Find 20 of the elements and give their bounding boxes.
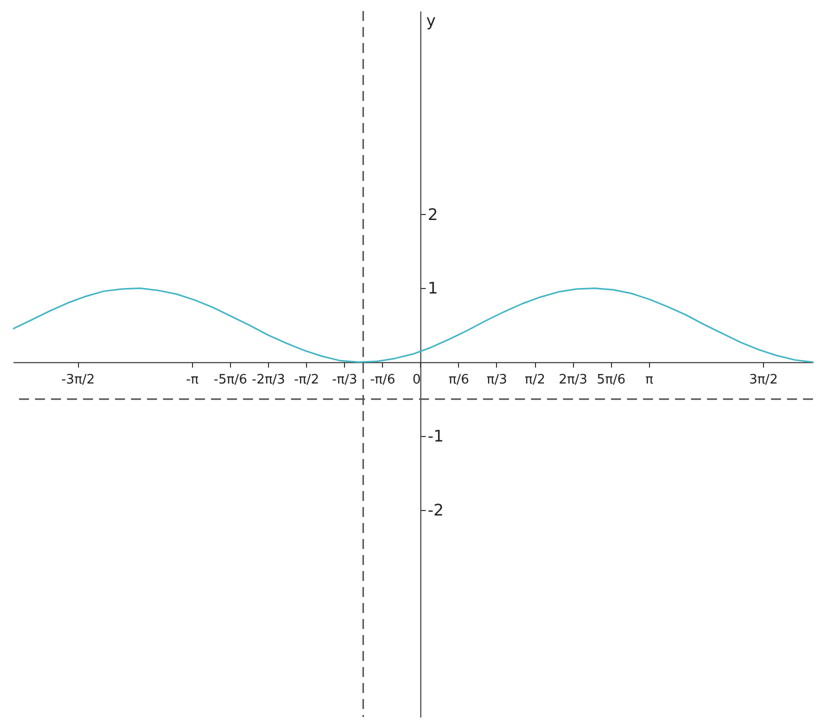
x-tick-label: -π/3	[332, 372, 358, 388]
y-axis-title: y	[426, 11, 436, 30]
x-tick-label: -π/6	[370, 372, 396, 388]
x-tick-label: π	[645, 372, 654, 388]
x-tick-label: -π	[186, 372, 199, 388]
x-tick-label: π/6	[448, 372, 470, 388]
x-tick-label: 0	[412, 372, 421, 388]
x-tick-label: -π/2	[294, 372, 320, 388]
y-tick-label: -2	[428, 500, 444, 520]
x-tick-label: 2π/3	[558, 372, 588, 388]
x-tick-label: 3π/2	[749, 372, 778, 388]
y-tick-label: -1	[428, 426, 444, 446]
x-tick-label: π/3	[486, 372, 508, 388]
x-tick-label: -5π/6	[214, 372, 248, 388]
y-tick-label: 1	[428, 278, 438, 298]
x-tick-label: -2π/3	[252, 372, 286, 388]
x-tick-label: π/2	[524, 372, 546, 388]
x-tick-label: -3π/2	[61, 372, 95, 388]
x-tick-label: 5π/6	[596, 372, 626, 388]
y-tick-label: 2	[428, 204, 438, 224]
